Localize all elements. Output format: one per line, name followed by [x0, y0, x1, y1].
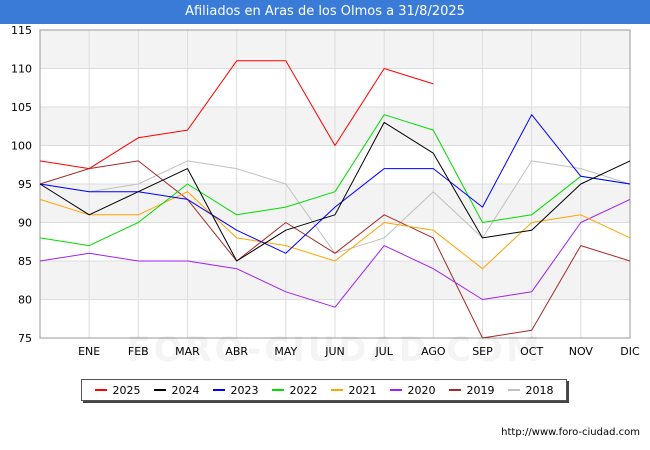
legend-item-2018: 2018 — [507, 383, 554, 397]
legend-label: 2022 — [289, 383, 318, 397]
legend-label: 2018 — [525, 383, 554, 397]
legend-label: 2020 — [407, 383, 436, 397]
legend: 2025 2024 2023 2022 2021 2020 2019 2018 — [81, 379, 567, 401]
legend-label: 2021 — [348, 383, 377, 397]
y-tick-label: 85 — [18, 255, 32, 268]
legend-item-2025: 2025 — [94, 383, 141, 397]
legend-swatch — [94, 389, 107, 391]
legend-swatch — [448, 389, 461, 391]
series-line-2019 — [39, 160, 631, 339]
legend-label: 2024 — [171, 383, 200, 397]
x-tick-label: ABR — [225, 345, 248, 358]
y-tick-label: 95 — [18, 178, 32, 191]
y-tick-label: 80 — [18, 294, 32, 307]
legend-item-2021: 2021 — [330, 383, 377, 397]
y-tick-label: 105 — [11, 101, 32, 114]
series-line-2022 — [39, 114, 631, 247]
x-tick-label: MAY — [274, 345, 297, 358]
chart-title: Afiliados en Aras de los Olmos a 31/8/20… — [0, 0, 650, 24]
legend-item-2019: 2019 — [448, 383, 495, 397]
legend-item-2020: 2020 — [389, 383, 436, 397]
legend-item-2022: 2022 — [271, 383, 318, 397]
legend-label: 2023 — [230, 383, 259, 397]
x-tick-label: AGO — [421, 345, 446, 358]
legend-swatch — [330, 389, 343, 391]
x-tick-label: OCT — [520, 345, 543, 358]
y-tick-label: 100 — [11, 140, 32, 153]
series-line-2024 — [39, 121, 631, 262]
x-tick-label: MAR — [175, 345, 200, 358]
legend-item-2023: 2023 — [212, 383, 259, 397]
legend-label: 2019 — [466, 383, 495, 397]
series-line-2020 — [39, 198, 631, 308]
x-tick-label: NOV — [569, 345, 594, 358]
x-tick-label: DIC — [620, 345, 640, 358]
legend-swatch — [507, 389, 520, 391]
x-tick-label: FEB — [128, 345, 149, 358]
watermark: FORO-CIUDAD.COM — [40, 330, 630, 370]
x-tick-label: JUL — [374, 345, 393, 358]
x-tick-label: JUN — [324, 345, 345, 358]
source-url: http://www.foro-ciudad.com — [501, 427, 640, 438]
y-tick-label: 110 — [11, 63, 32, 76]
legend-label: 2025 — [112, 383, 141, 397]
x-tick-label: SEP — [472, 345, 493, 358]
x-tick-label: ENE — [78, 345, 100, 358]
y-tick-label: 75 — [18, 332, 32, 345]
series-line-2025 — [39, 60, 434, 170]
legend-swatch — [271, 389, 284, 391]
legend-swatch — [212, 389, 225, 391]
y-tick-label: 90 — [18, 217, 32, 230]
legend-swatch — [153, 389, 166, 391]
legend-swatch — [389, 389, 402, 391]
legend-item-2024: 2024 — [153, 383, 200, 397]
series-line-2021 — [39, 191, 631, 270]
y-tick-label: 115 — [11, 24, 32, 37]
